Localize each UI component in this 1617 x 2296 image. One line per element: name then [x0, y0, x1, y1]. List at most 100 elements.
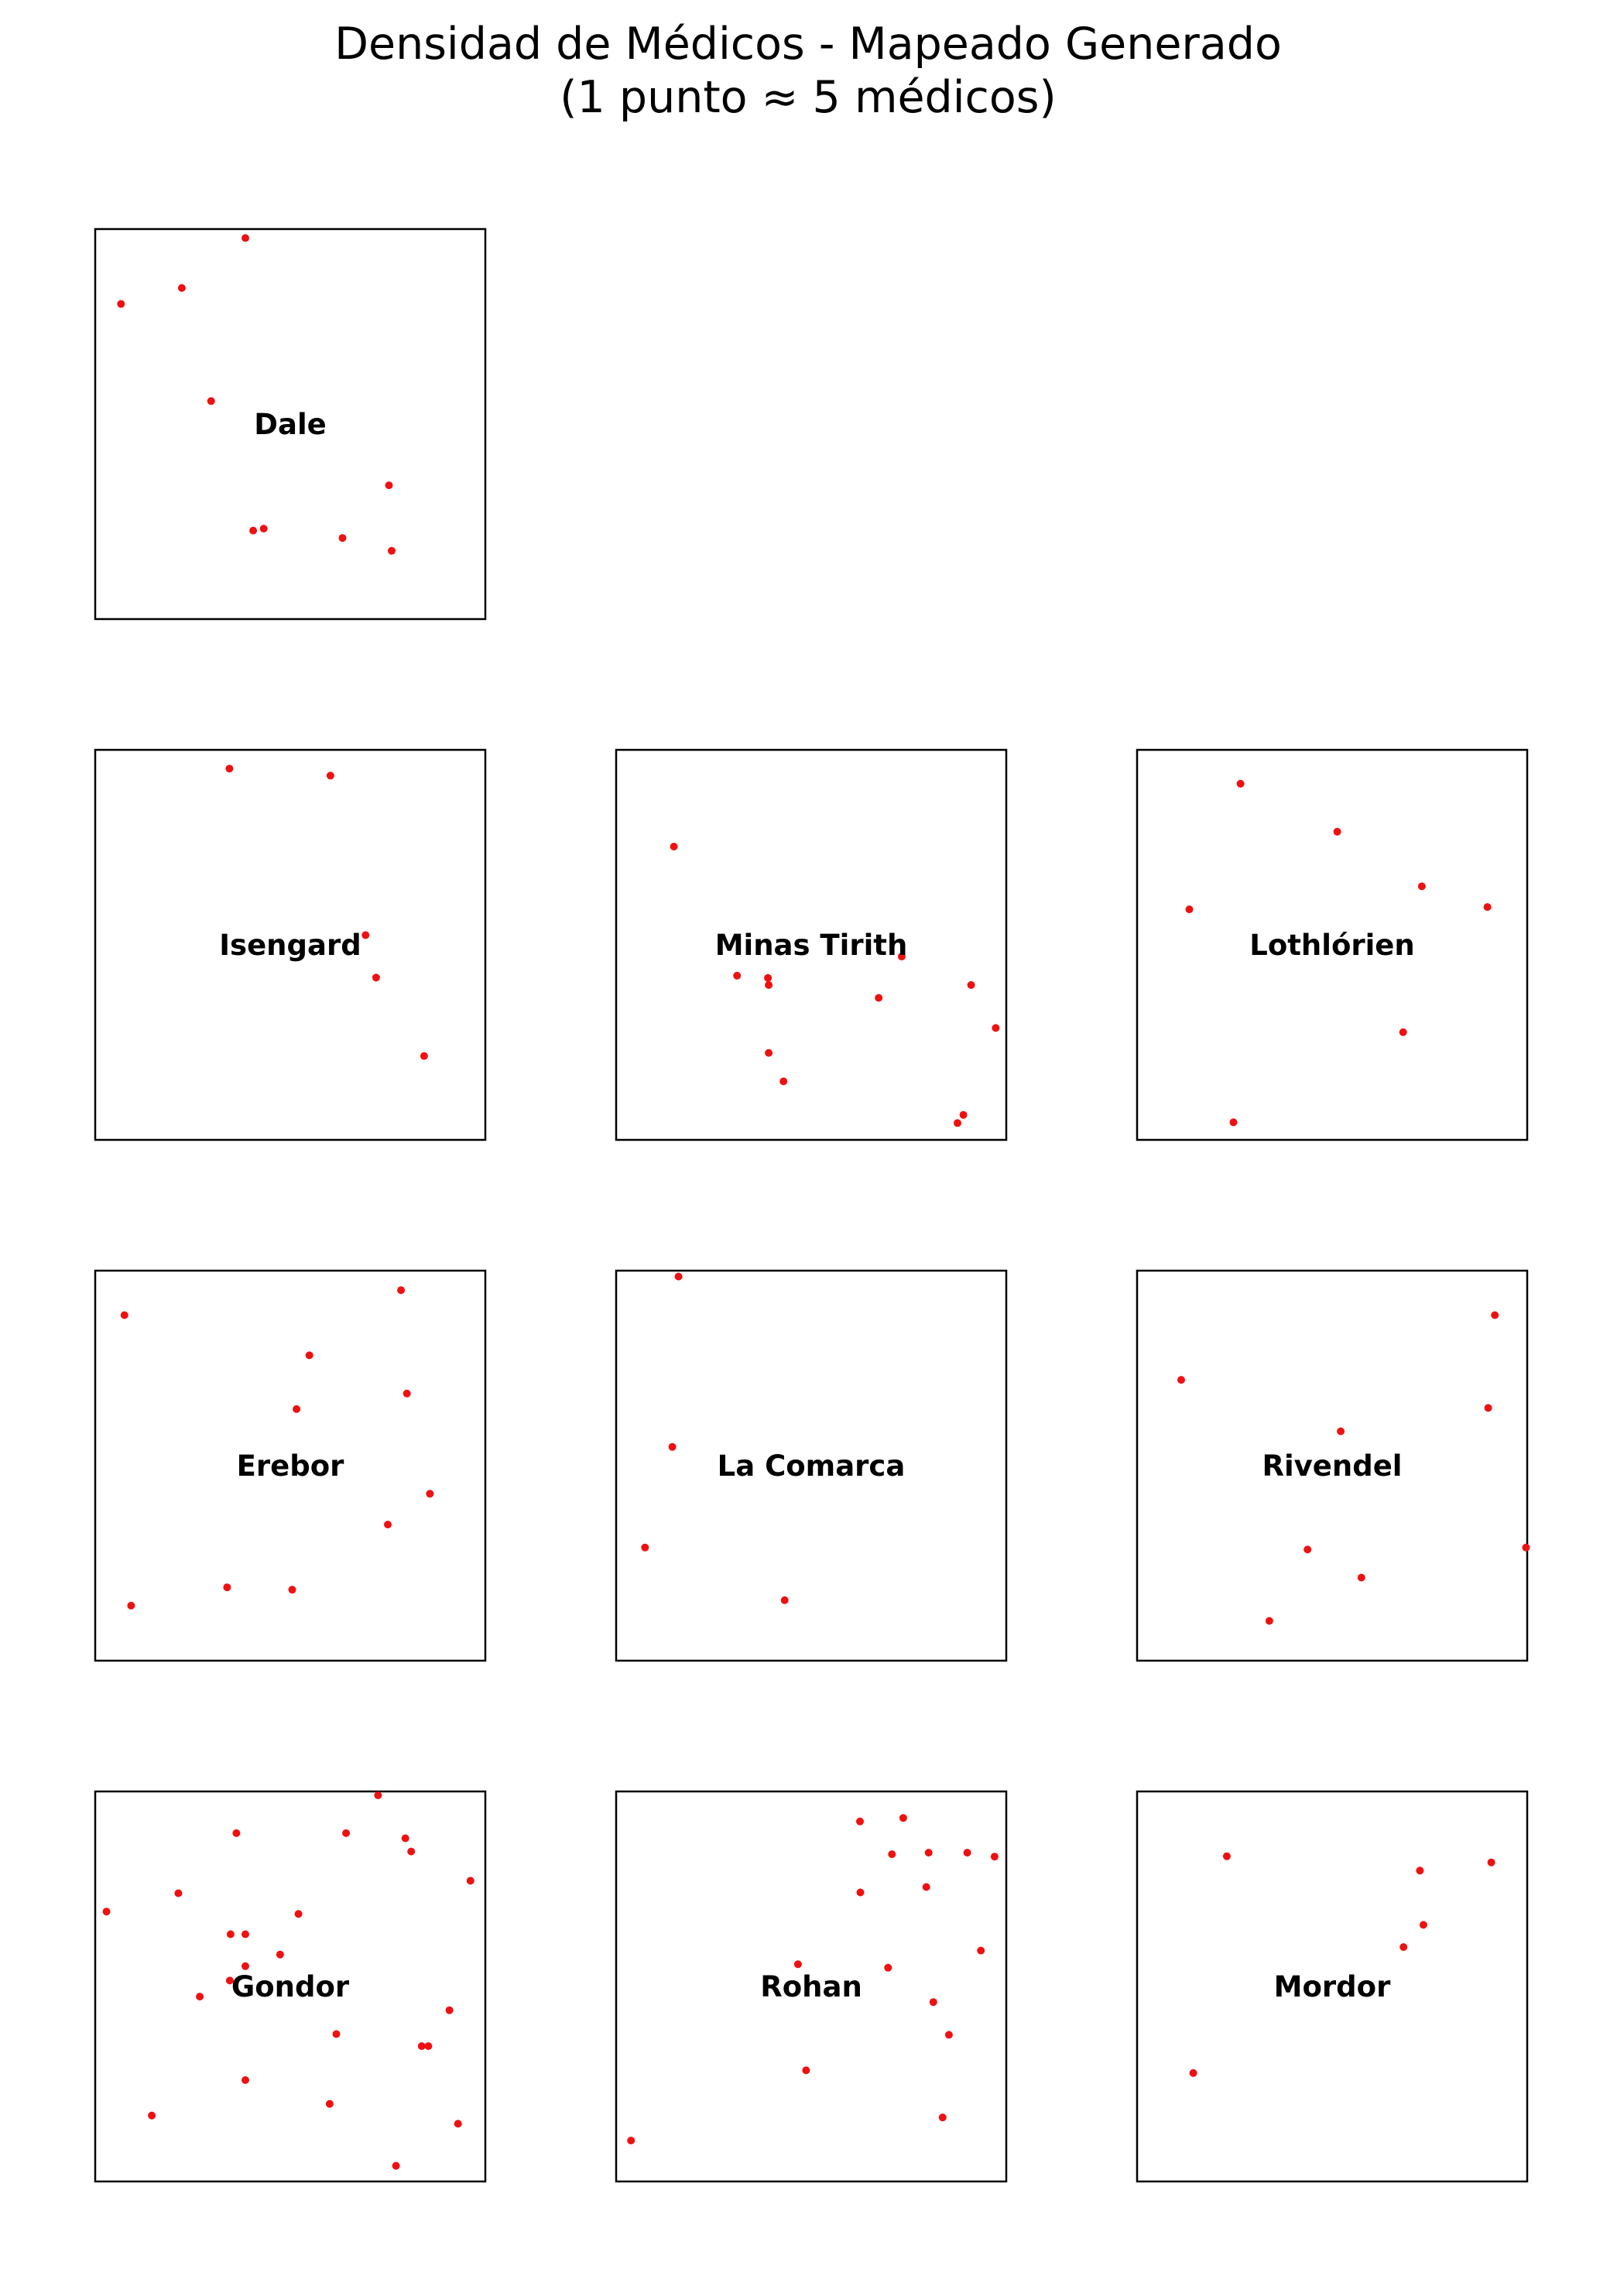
panel-frame [94, 1269, 487, 1662]
data-point [1522, 1543, 1530, 1552]
data-point [1484, 1404, 1492, 1412]
panel-label-rivendel: Rivendel [1262, 1449, 1403, 1483]
data-point [326, 772, 334, 780]
data-point [177, 284, 186, 293]
data-point [259, 525, 268, 533]
panel-gondor: Gondor [94, 1790, 487, 2183]
data-point [1399, 1943, 1408, 1952]
chart-title-line-2: (1 punto ≈ 5 médicos) [560, 72, 1056, 123]
data-point [963, 1849, 971, 1857]
panel-rivendel: Rivendel [1136, 1269, 1530, 1662]
data-point [793, 1960, 802, 1969]
data-point [954, 1119, 961, 1127]
data-point [407, 1847, 416, 1856]
data-point [765, 980, 773, 989]
panel-label-gondor: Gondor [231, 1970, 350, 2003]
data-point [207, 397, 215, 405]
data-point [403, 1389, 411, 1398]
data-point [117, 299, 125, 308]
data-point [127, 1601, 135, 1610]
panel-label-isengard: Isengard [219, 929, 361, 962]
data-point [1185, 905, 1194, 914]
data-point [1419, 1921, 1427, 1929]
data-point [1229, 1118, 1238, 1127]
panel-label-la-comarca: La Comarca [718, 1449, 906, 1483]
data-point [875, 994, 883, 1002]
data-point [361, 931, 370, 939]
data-point [897, 953, 906, 961]
data-point [977, 1946, 985, 1955]
data-point [1222, 1852, 1231, 1860]
data-point [1357, 1573, 1365, 1582]
data-point [102, 1908, 111, 1916]
data-point [1417, 882, 1426, 891]
data-point [967, 980, 975, 989]
data-point [1337, 1427, 1345, 1435]
panel-dale: Dale [94, 228, 487, 621]
data-point [779, 1077, 788, 1086]
data-point [674, 1272, 683, 1281]
data-point [385, 481, 393, 490]
data-point [424, 2042, 433, 2051]
panel-rohan: Rohan [615, 1790, 1008, 2183]
data-point [232, 1829, 241, 1837]
data-point [120, 1311, 128, 1319]
data-point [374, 1791, 382, 1799]
data-point [242, 1930, 249, 1938]
data-point [223, 1583, 231, 1592]
panel-label-erebor: Erebor [237, 1449, 345, 1483]
chart-title-line-1: Densidad de Médicos - Mapeado Generado [334, 19, 1282, 70]
data-point [764, 973, 773, 982]
panel-isengard: Isengard [94, 748, 487, 1141]
data-point [417, 2042, 426, 2051]
panel-lothlorien: Lothlórien [1136, 748, 1529, 1141]
data-point [1236, 779, 1245, 788]
data-point [1483, 903, 1492, 912]
data-point [1333, 827, 1341, 836]
panel-frame [1136, 748, 1529, 1141]
panel-frame [615, 748, 1008, 1141]
data-point [342, 1829, 351, 1837]
data-point [670, 843, 678, 850]
panel-erebor: Erebor [94, 1269, 487, 1662]
panel-label-lothlorien: Lothlórien [1249, 929, 1415, 962]
panel-frame [615, 1269, 1008, 1662]
data-point [1177, 1376, 1185, 1384]
data-point [305, 1351, 313, 1360]
data-point [959, 1110, 968, 1119]
panel-label-dale: Dale [254, 408, 326, 441]
data-point [733, 971, 742, 980]
data-point [1189, 2068, 1197, 2077]
data-point [445, 2006, 454, 2014]
data-point [1399, 1028, 1407, 1036]
data-point [325, 2099, 334, 2108]
panel-frame [1136, 1269, 1529, 1662]
data-point [338, 534, 347, 542]
panel-minas-tirith: Minas Tirith [615, 748, 1008, 1141]
data-point [922, 1883, 930, 1891]
data-point [668, 1442, 677, 1451]
data-point [1304, 1545, 1312, 1554]
data-point [249, 526, 258, 535]
data-point [884, 1963, 892, 1972]
data-point [148, 2111, 156, 2120]
data-point [420, 1052, 428, 1060]
panel-frame [1136, 1790, 1529, 2183]
data-point [392, 2161, 400, 2170]
data-point [1265, 1617, 1273, 1625]
data-point [288, 1586, 296, 1594]
data-point [174, 1889, 183, 1897]
data-point [388, 546, 396, 555]
data-point [242, 2076, 249, 2084]
data-point [780, 1596, 789, 1604]
panel-frame [94, 748, 487, 1141]
data-point [242, 234, 249, 242]
data-point [372, 973, 380, 982]
data-point [276, 1950, 284, 1959]
data-point [641, 1543, 649, 1552]
data-point [293, 1405, 301, 1413]
data-point [765, 1049, 773, 1057]
panel-la-comarca: La Comarca [615, 1269, 1008, 1662]
panel-mordor: Mordor [1136, 1790, 1529, 2183]
